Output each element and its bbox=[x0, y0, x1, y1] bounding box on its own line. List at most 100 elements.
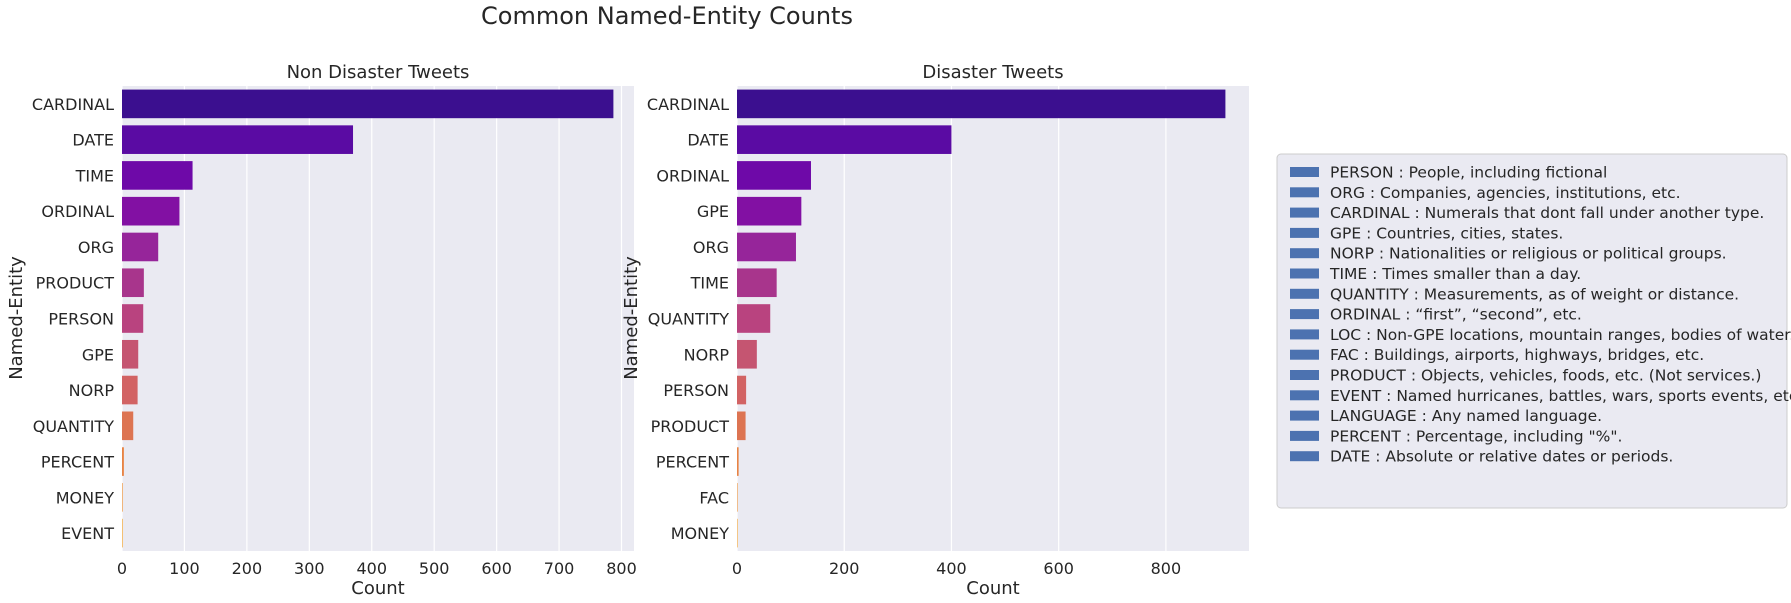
legend-swatch bbox=[1290, 227, 1319, 238]
legend-entry: PRODUCT : Objects, vehicles, foods, etc.… bbox=[1330, 367, 1761, 385]
legend-swatch bbox=[1290, 268, 1319, 279]
x-tick-label: 800 bbox=[606, 559, 637, 578]
x-tick-label: 600 bbox=[1043, 559, 1074, 578]
y-tick-label: CARDINAL bbox=[647, 95, 729, 114]
bar bbox=[122, 304, 144, 333]
bars bbox=[122, 89, 614, 548]
legend-swatch bbox=[1290, 309, 1319, 320]
legend-entry: DATE : Absolute or relative dates or per… bbox=[1330, 448, 1673, 466]
y-axis-label: Named-Entity bbox=[621, 256, 642, 380]
y-tick-label: GPE bbox=[82, 345, 114, 364]
bar bbox=[737, 89, 1226, 119]
bar bbox=[737, 518, 738, 548]
x-tick-label: 200 bbox=[232, 559, 263, 578]
y-tick-label: PERSON bbox=[48, 310, 114, 329]
bar bbox=[122, 411, 134, 441]
y-tick-label: CARDINAL bbox=[32, 95, 114, 114]
y-tick-labels: CARDINAL DATE TIME ORDINAL ORG PRODUCT PERSON G… bbox=[32, 95, 114, 543]
bar bbox=[122, 125, 354, 154]
legend-box bbox=[1276, 153, 1788, 509]
bar bbox=[122, 447, 124, 476]
y-tick-label: PRODUCT bbox=[651, 417, 730, 436]
bar bbox=[737, 304, 771, 333]
y-tick-label: MONEY bbox=[671, 524, 729, 543]
legend-entry: GPE : Countries, cities, states. bbox=[1330, 224, 1563, 242]
bar bbox=[737, 411, 746, 441]
y-tick-label: PERCENT bbox=[656, 453, 729, 472]
y-tick-label: FAC bbox=[699, 488, 729, 507]
bar bbox=[737, 125, 952, 154]
bar bbox=[122, 232, 159, 262]
y-tick-label: MONEY bbox=[56, 488, 114, 507]
legend-swatch bbox=[1290, 430, 1319, 441]
legend-entry: ORG : Companies, agencies, institutions,… bbox=[1330, 184, 1681, 202]
chart-panel-disaster: Disaster Tweets CARDINAL DATE ORDINAL GPE OR… bbox=[621, 62, 1249, 599]
legend-entry: NORP : Nationalities or religious or pol… bbox=[1330, 245, 1727, 263]
legend-swatch bbox=[1290, 248, 1319, 259]
x-tick-label: 600 bbox=[481, 559, 512, 578]
bar bbox=[122, 483, 123, 512]
x-tick-label: 500 bbox=[419, 559, 450, 578]
y-tick-labels: CARDINAL DATE ORDINAL GPE ORG TIME QUANTITY NOR… bbox=[647, 95, 729, 543]
legend-entry: FAC : Buildings, airports, highways, bri… bbox=[1330, 346, 1704, 364]
x-tick-label: 0 bbox=[117, 559, 127, 578]
legend-swatch bbox=[1290, 349, 1319, 360]
x-tick-label: 400 bbox=[936, 559, 967, 578]
y-tick-label: NORP bbox=[69, 381, 115, 400]
y-tick-label: QUANTITY bbox=[648, 310, 729, 329]
y-tick-label: PERSON bbox=[663, 381, 729, 400]
plot-area bbox=[122, 86, 634, 551]
y-tick-label: ORG bbox=[693, 238, 729, 257]
x-axis-label: Count bbox=[351, 578, 404, 599]
bar bbox=[737, 375, 747, 405]
chart-title: Disaster Tweets bbox=[922, 62, 1063, 83]
y-tick-label: ORDINAL bbox=[41, 202, 114, 221]
legend-swatch bbox=[1290, 451, 1319, 462]
legend-swatch bbox=[1290, 187, 1319, 198]
bar bbox=[737, 232, 796, 262]
x-tick-label: 400 bbox=[356, 559, 387, 578]
y-tick-label: QUANTITY bbox=[33, 417, 114, 436]
x-tick-label: 300 bbox=[294, 559, 325, 578]
bar bbox=[122, 518, 123, 548]
bar bbox=[737, 483, 738, 512]
legend-entry: TIME : Times smaller than a day. bbox=[1329, 265, 1581, 283]
x-axis-label: Count bbox=[966, 578, 1019, 599]
legend-entry: LANGUAGE : Any named language. bbox=[1330, 407, 1602, 425]
legend-swatch bbox=[1290, 329, 1319, 340]
x-tick-label: 800 bbox=[1151, 559, 1182, 578]
y-tick-label: PRODUCT bbox=[36, 274, 115, 293]
legend-swatch bbox=[1290, 390, 1319, 401]
legend-swatch bbox=[1290, 370, 1319, 380]
x-tick-label: 700 bbox=[544, 559, 575, 578]
y-tick-label: ORDINAL bbox=[656, 166, 729, 185]
legend-entry: PERCENT : Percentage, including "%". bbox=[1330, 427, 1622, 445]
bar bbox=[737, 339, 757, 369]
legend-swatch bbox=[1290, 410, 1319, 421]
legend-entry: CARDINAL : Numerals that dont fall under… bbox=[1330, 204, 1764, 222]
bar bbox=[122, 375, 138, 405]
legend-entry: LOC : Non-GPE locations, mountain ranges… bbox=[1330, 326, 1791, 344]
y-tick-label: EVENT bbox=[61, 524, 114, 543]
y-tick-label: TIME bbox=[690, 274, 729, 293]
legend-entry: QUANTITY : Measurements, as of weight or… bbox=[1330, 285, 1739, 303]
y-axis-label: Named-Entity bbox=[6, 256, 27, 380]
chart-panel-non-disaster: Non Disaster Tweets CARDINAL DATE TIME ORDI… bbox=[6, 62, 637, 599]
legend-swatch bbox=[1290, 207, 1319, 218]
chart-title: Non Disaster Tweets bbox=[287, 62, 470, 83]
legend: PERSON : People, including fictional ORG … bbox=[1276, 153, 1791, 509]
bar bbox=[122, 339, 139, 369]
bar bbox=[122, 89, 614, 119]
y-tick-label: NORP bbox=[684, 345, 730, 364]
x-tick-label: 200 bbox=[829, 559, 860, 578]
bar bbox=[737, 447, 739, 476]
x-tick-labels: 0 100 200 300 400 500 600 700 800 bbox=[117, 559, 637, 578]
x-tick-label: 100 bbox=[169, 559, 200, 578]
legend-entry: PERSON : People, including fictional bbox=[1330, 164, 1607, 182]
y-tick-label: DATE bbox=[687, 131, 729, 150]
x-tick-labels: 0 200 400 600 800 bbox=[732, 559, 1181, 578]
plot-area bbox=[737, 86, 1249, 551]
legend-entry: ORDINAL : “first”, “second”, etc. bbox=[1330, 306, 1582, 324]
x-tick-label: 0 bbox=[732, 559, 742, 578]
